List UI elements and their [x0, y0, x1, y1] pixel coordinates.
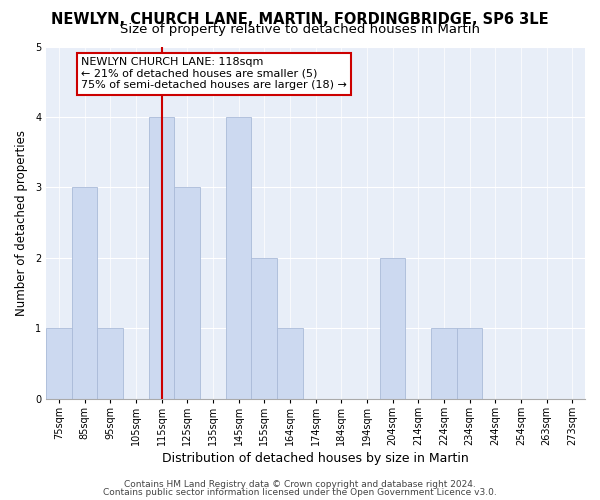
- X-axis label: Distribution of detached houses by size in Martin: Distribution of detached houses by size …: [162, 452, 469, 465]
- Bar: [149, 117, 175, 398]
- Bar: [277, 328, 302, 398]
- Bar: [97, 328, 123, 398]
- Bar: [46, 328, 72, 398]
- Text: Size of property relative to detached houses in Martin: Size of property relative to detached ho…: [120, 22, 480, 36]
- Bar: [431, 328, 457, 398]
- Bar: [175, 188, 200, 398]
- Bar: [72, 188, 97, 398]
- Y-axis label: Number of detached properties: Number of detached properties: [15, 130, 28, 316]
- Text: Contains public sector information licensed under the Open Government Licence v3: Contains public sector information licen…: [103, 488, 497, 497]
- Text: NEWLYN, CHURCH LANE, MARTIN, FORDINGBRIDGE, SP6 3LE: NEWLYN, CHURCH LANE, MARTIN, FORDINGBRID…: [51, 12, 549, 28]
- Bar: [457, 328, 482, 398]
- Bar: [251, 258, 277, 398]
- Text: Contains HM Land Registry data © Crown copyright and database right 2024.: Contains HM Land Registry data © Crown c…: [124, 480, 476, 489]
- Text: NEWLYN CHURCH LANE: 118sqm
← 21% of detached houses are smaller (5)
75% of semi-: NEWLYN CHURCH LANE: 118sqm ← 21% of deta…: [81, 57, 347, 90]
- Bar: [226, 117, 251, 398]
- Bar: [380, 258, 406, 398]
